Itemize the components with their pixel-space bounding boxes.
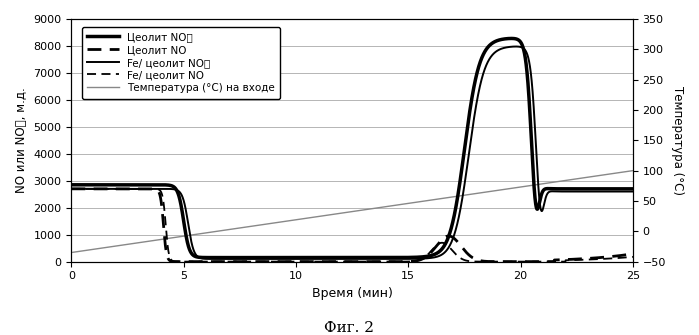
Text: Фиг. 2: Фиг. 2 — [324, 321, 375, 335]
Legend: Цеолит NO႓, Цеолит NO, Fe/ цеолит NO႓, Fe/ цеолит NO, Температура (°C) на входе: Цеолит NO႓, Цеолит NO, Fe/ цеолит NO႓, F… — [82, 27, 280, 98]
Y-axis label: Температура (°C): Температура (°C) — [671, 86, 684, 195]
Y-axis label: NO или NO႓, м.д.: NO или NO႓, м.д. — [15, 87, 28, 193]
X-axis label: Время (мин): Время (мин) — [312, 287, 393, 300]
